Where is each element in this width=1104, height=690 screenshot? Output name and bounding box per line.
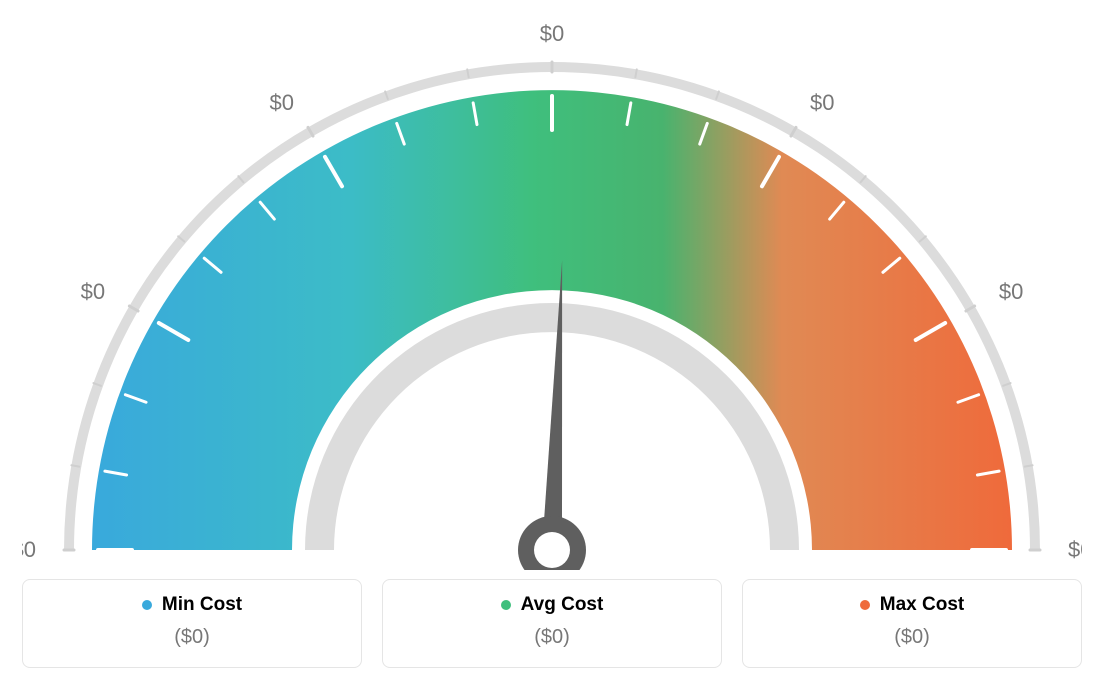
legend-label-min: Min Cost (162, 594, 242, 616)
gauge-chart: $0 $0 $0 $0 $0 $0 $0 (22, 10, 1082, 570)
legend-value-max: ($0) (761, 626, 1063, 649)
gauge-tick-label: $0 (999, 279, 1023, 304)
gauge-tick-label: $0 (540, 21, 564, 46)
legend-title-max: Max Cost (860, 594, 964, 616)
legend-title-avg: Avg Cost (501, 594, 604, 616)
legend-dot-max (860, 600, 870, 610)
legend-card-max: Max Cost ($0) (742, 579, 1082, 668)
legend-value-avg: ($0) (401, 626, 703, 649)
legend-card-avg: Avg Cost ($0) (382, 579, 722, 668)
gauge-tick-label: $0 (810, 90, 834, 115)
gauge-tick-label: $0 (81, 279, 105, 304)
legend-value-min: ($0) (41, 626, 343, 649)
gauge-tick-label: $0 (22, 537, 36, 562)
legend-row: Min Cost ($0) Avg Cost ($0) Max Cost ($0… (22, 579, 1082, 668)
gauge-tick-label: $0 (1068, 537, 1082, 562)
legend-dot-min (142, 600, 152, 610)
gauge-svg: $0 $0 $0 $0 $0 $0 $0 (22, 10, 1082, 570)
legend-label-max: Max Cost (880, 594, 964, 616)
legend-card-min: Min Cost ($0) (22, 579, 362, 668)
gauge-tick-label: $0 (270, 90, 294, 115)
legend-title-min: Min Cost (142, 594, 242, 616)
legend-label-avg: Avg Cost (521, 594, 604, 616)
legend-dot-avg (501, 600, 511, 610)
